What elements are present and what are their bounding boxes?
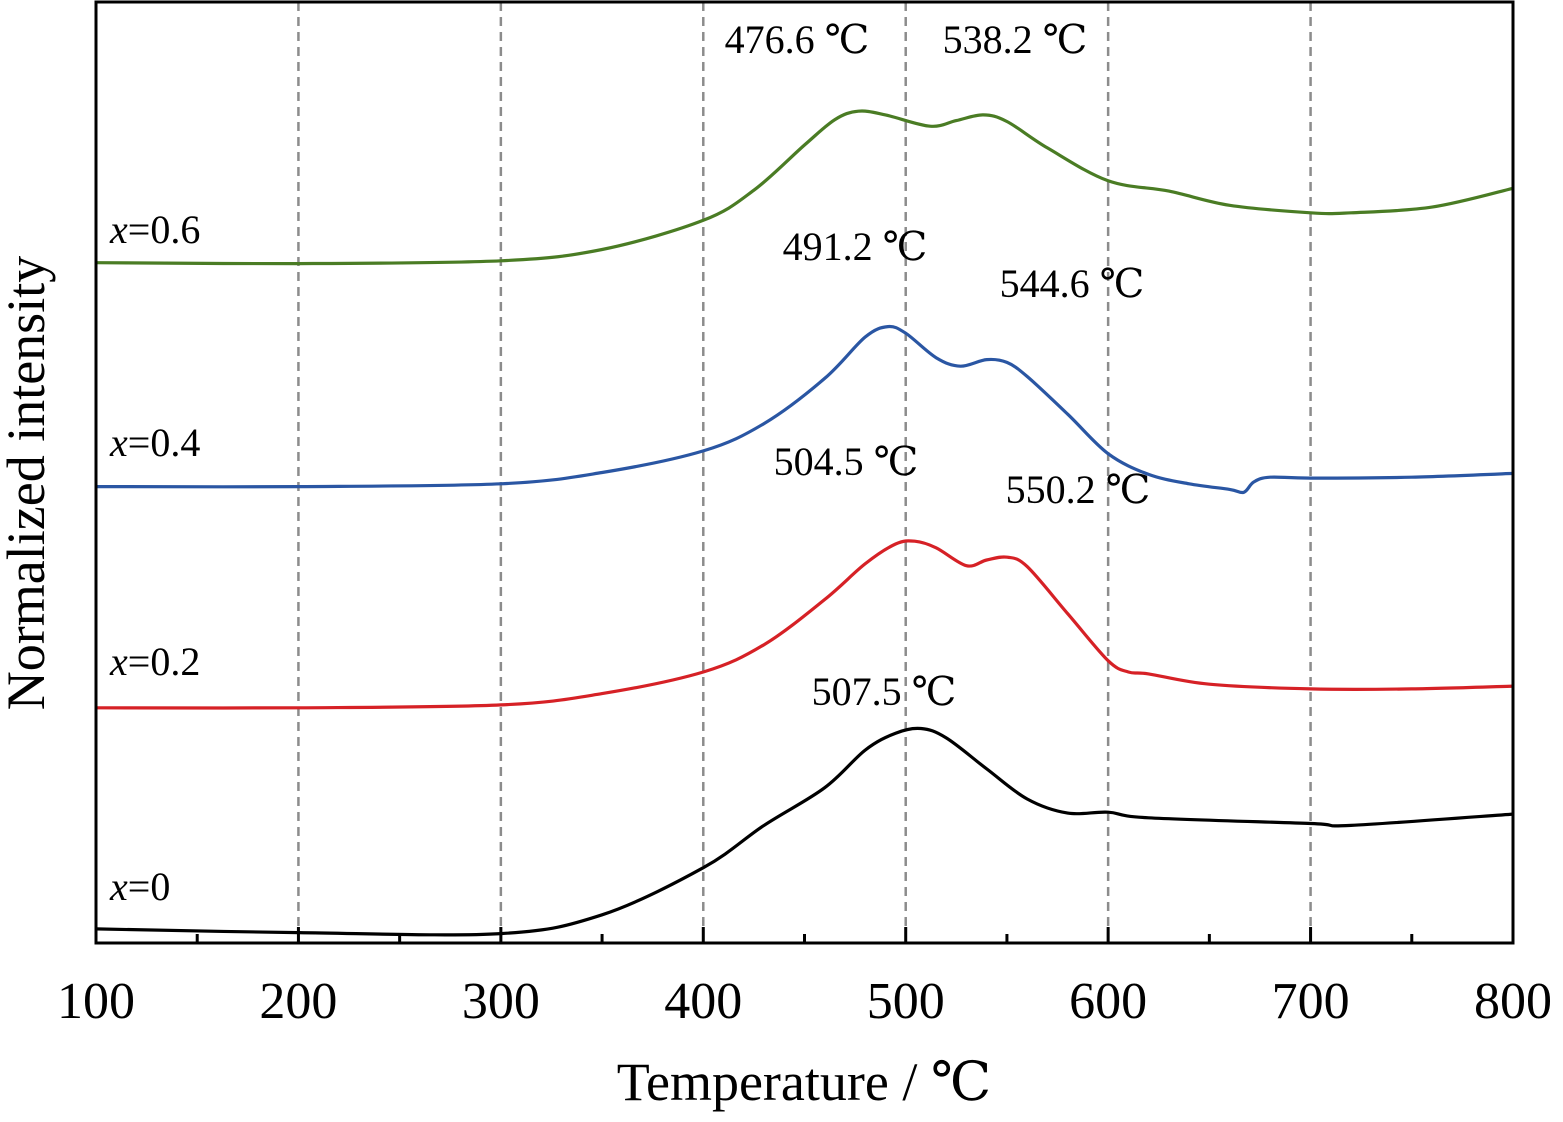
x-tick-label-500: 500 [867,973,945,1030]
peak-label-1-0: 504.5 ℃ [774,439,919,484]
x-axis-title: Temperature / ℃ [617,1052,991,1112]
peak-label-0-0: 507.5 ℃ [812,669,957,714]
peak-label-2-1: 544.6 ℃ [1000,261,1145,306]
peak-label-2-0: 491.2 ℃ [783,224,928,269]
x-tick-label-600: 600 [1069,973,1147,1030]
grid-lines [297,2,1312,943]
x-axis-tick-labels: 100 200 300 400 500 600 700 800 [57,973,1552,1030]
series-label-0: x=0 [109,864,170,909]
x-tick-label-200: 200 [259,973,337,1030]
series-label-2: x=0.4 [109,420,200,465]
series-label-value: =0.2 [128,639,201,684]
x-tick-label-100: 100 [57,973,135,1030]
series-label-value: =0.4 [128,420,201,465]
series-label-value: =0 [128,864,171,909]
series-label-3: x=0.6 [109,207,200,252]
peak-label-3-1: 538.2 ℃ [943,17,1088,62]
series-label-value: =0.6 [128,207,201,252]
series-lines [95,109,1514,937]
series-label-variable: x [109,639,128,684]
series-line-0 [95,726,1514,937]
x-tick-label-700: 700 [1272,973,1350,1030]
x-tick-label-800: 800 [1474,973,1552,1030]
x-axis-ticks [94,927,1515,943]
series-line-1 [95,539,1514,710]
series-label-variable: x [109,864,128,909]
series-label-variable: x [109,420,128,465]
y-axis-title: Normalized intensity [0,256,56,710]
peak-label-3-0: 476.6 ℃ [725,17,870,62]
x-tick-label-300: 300 [462,973,540,1030]
series-line-3 [95,109,1514,266]
series-label-1: x=0.2 [109,639,200,684]
x-tick-label-400: 400 [664,973,742,1030]
peak-label-1-1: 550.2 ℃ [1006,467,1151,512]
series-line-2 [95,324,1514,495]
series-label-variable: x [109,207,128,252]
